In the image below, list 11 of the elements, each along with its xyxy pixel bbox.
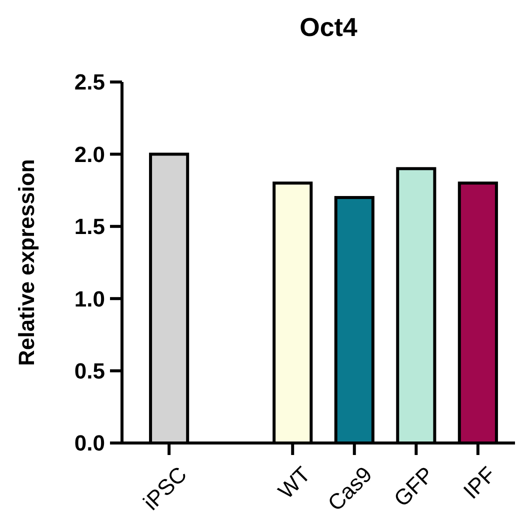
y-tick-label: 2.5: [74, 70, 105, 95]
y-tick-label: 1.0: [74, 286, 105, 312]
y-tick-label: 2.0: [74, 142, 105, 167]
x-tick-label: WT: [273, 462, 316, 504]
y-tick-label: 0.5: [74, 358, 105, 384]
x-tick-label: GFP: [388, 462, 439, 512]
x-tick-label: IPF: [458, 462, 500, 504]
y-axis-title: Relative expression: [14, 159, 39, 366]
chart-title: Oct4: [300, 12, 358, 42]
y-tick-label: 0.0: [74, 430, 105, 456]
y-tick-label: 1.5: [74, 214, 105, 240]
